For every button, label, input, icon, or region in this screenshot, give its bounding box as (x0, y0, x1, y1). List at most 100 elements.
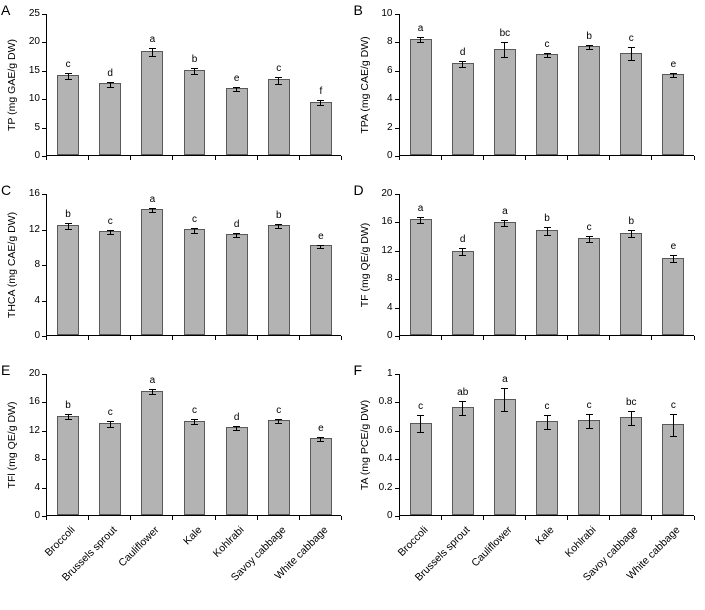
x-tick-mark (483, 516, 484, 520)
error-bar (673, 414, 674, 437)
x-tick-mark (130, 516, 131, 520)
error-bar (631, 230, 632, 237)
error-bar (547, 227, 548, 236)
x-tick-mark (257, 516, 258, 520)
significance-letter: b (575, 31, 603, 42)
bar-broccoli (57, 75, 79, 155)
y-tick-label: 8 (4, 259, 40, 271)
y-tick-mark (395, 308, 399, 309)
significance-letter: c (96, 216, 124, 227)
x-tick-mark (399, 336, 400, 340)
y-tick-mark (42, 42, 46, 43)
y-tick-label: 8 (357, 36, 393, 48)
bar-kale (536, 421, 558, 515)
y-tick-label: 10 (357, 8, 393, 20)
x-tick-mark (46, 336, 47, 340)
bar-broccoli (410, 423, 432, 515)
bar-savoy-cabbage (268, 79, 290, 155)
error-bar-cap (275, 84, 282, 85)
significance-letter: e (223, 73, 251, 84)
error-bar (631, 47, 632, 60)
error-bar-cap (417, 432, 424, 433)
x-tick-mark (441, 156, 442, 160)
error-bar-cap (459, 415, 466, 416)
significance-letter: e (307, 423, 335, 434)
bar-cauliflower (494, 222, 516, 335)
error-bar-cap (233, 426, 240, 427)
x-tick-mark (567, 156, 568, 160)
error-bar-cap (586, 242, 593, 243)
bar-white-cabbage (310, 102, 332, 155)
y-tick-label: 0 (4, 150, 40, 162)
bar-savoy-cabbage (268, 225, 290, 335)
y-tick-label: 16 (357, 216, 393, 228)
error-bar-cap (670, 255, 677, 256)
error-bar-cap (275, 423, 282, 424)
bar-broccoli (57, 416, 79, 515)
y-tick-mark (395, 14, 399, 15)
significance-letter: e (659, 241, 687, 252)
x-tick-mark (257, 336, 258, 340)
significance-letter: c (407, 401, 435, 412)
error-bar-cap (544, 227, 551, 228)
x-tick-mark (130, 156, 131, 160)
error-bar-cap (417, 415, 424, 416)
error-bar (589, 414, 590, 428)
y-tick-mark (42, 301, 46, 302)
error-bar (278, 77, 279, 84)
y-tick-mark (395, 128, 399, 129)
y-tick-mark (42, 265, 46, 266)
significance-letter: c (265, 63, 293, 74)
bar-kale (184, 229, 206, 335)
error-bar-cap (670, 414, 677, 415)
significance-letter: b (265, 210, 293, 221)
significance-letter: c (617, 33, 645, 44)
y-tick-mark (42, 459, 46, 460)
significance-letter: a (407, 203, 435, 214)
y-tick-mark (395, 99, 399, 100)
significance-letter: c (181, 405, 209, 416)
bar-kohlrabi (578, 420, 600, 515)
significance-letter: c (533, 39, 561, 50)
error-bar-cap (586, 236, 593, 237)
y-tick-label: 12 (357, 245, 393, 257)
error-bar-cap (544, 235, 551, 236)
x-tick-mark (567, 336, 568, 340)
bar-cauliflower (494, 49, 516, 156)
y-tick-label: 4 (357, 93, 393, 105)
significance-letter: c (181, 214, 209, 225)
error-bar-cap (417, 223, 424, 224)
significance-letter: e (659, 59, 687, 70)
x-tick-mark (651, 516, 652, 520)
y-tick-mark (42, 14, 46, 15)
significance-letter: c (575, 222, 603, 233)
y-tick-label: 0 (357, 150, 393, 162)
error-bar-cap (65, 79, 72, 80)
error-bar-cap (586, 45, 593, 46)
bar-brussels-sprout (452, 407, 474, 515)
significance-letter: d (223, 219, 251, 230)
bar-cauliflower (494, 399, 516, 515)
bar-broccoli (410, 219, 432, 335)
error-bar-cap (317, 248, 324, 249)
error-bar-cap (628, 237, 635, 238)
y-tick-label: 16 (4, 396, 40, 408)
y-tick-label: 5 (4, 122, 40, 134)
error-bar (673, 255, 674, 262)
error-bar-cap (544, 57, 551, 58)
x-tick-mark (257, 156, 258, 160)
x-tick-mark (46, 516, 47, 520)
bar-kohlrabi (578, 238, 600, 335)
error-bar-cap (107, 82, 114, 83)
y-tick-label: 4 (4, 295, 40, 307)
significance-letter: c (575, 400, 603, 411)
y-tick-label: 15 (4, 65, 40, 77)
y-tick-mark (42, 99, 46, 100)
y-tick-mark (42, 230, 46, 231)
y-tick-label: 0.8 (357, 396, 393, 408)
